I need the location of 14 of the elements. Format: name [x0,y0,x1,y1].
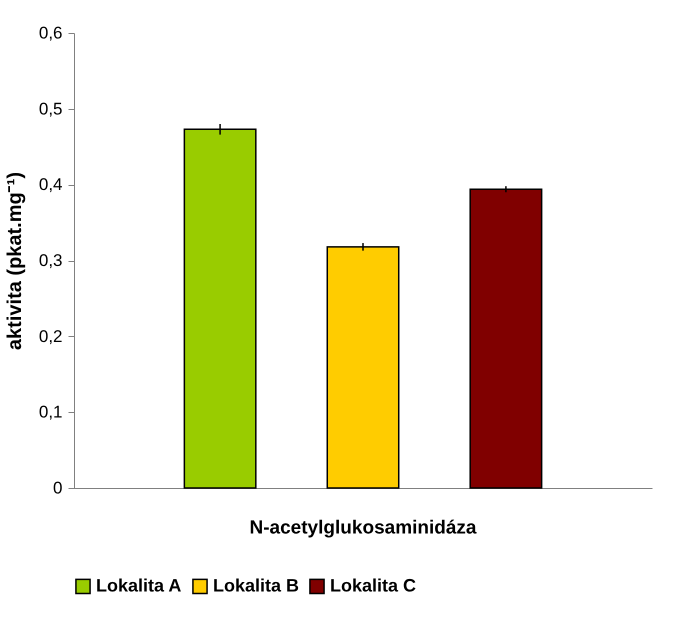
y-tick-label: 0,5 [38,99,62,118]
y-tick-label: 0,3 [38,251,62,270]
y-tick-label: 0,4 [38,175,62,194]
y-tick-label: 0,6 [38,24,62,42]
y-tick-label: 0,1 [38,402,62,422]
bar [469,188,542,489]
legend-label: Lokalita B [213,575,300,596]
legend-label: Lokalita C [330,575,416,596]
y-axis-title: aktivita (pkat.mg⁻¹) [4,172,26,350]
legend-label: Lokalita A [96,575,182,596]
bar [326,246,400,489]
y-tick-label: 0 [53,478,62,498]
x-tick-label: N-acetylglukosaminidáza [249,518,477,538]
y-tick-label: 0,2 [38,326,62,346]
